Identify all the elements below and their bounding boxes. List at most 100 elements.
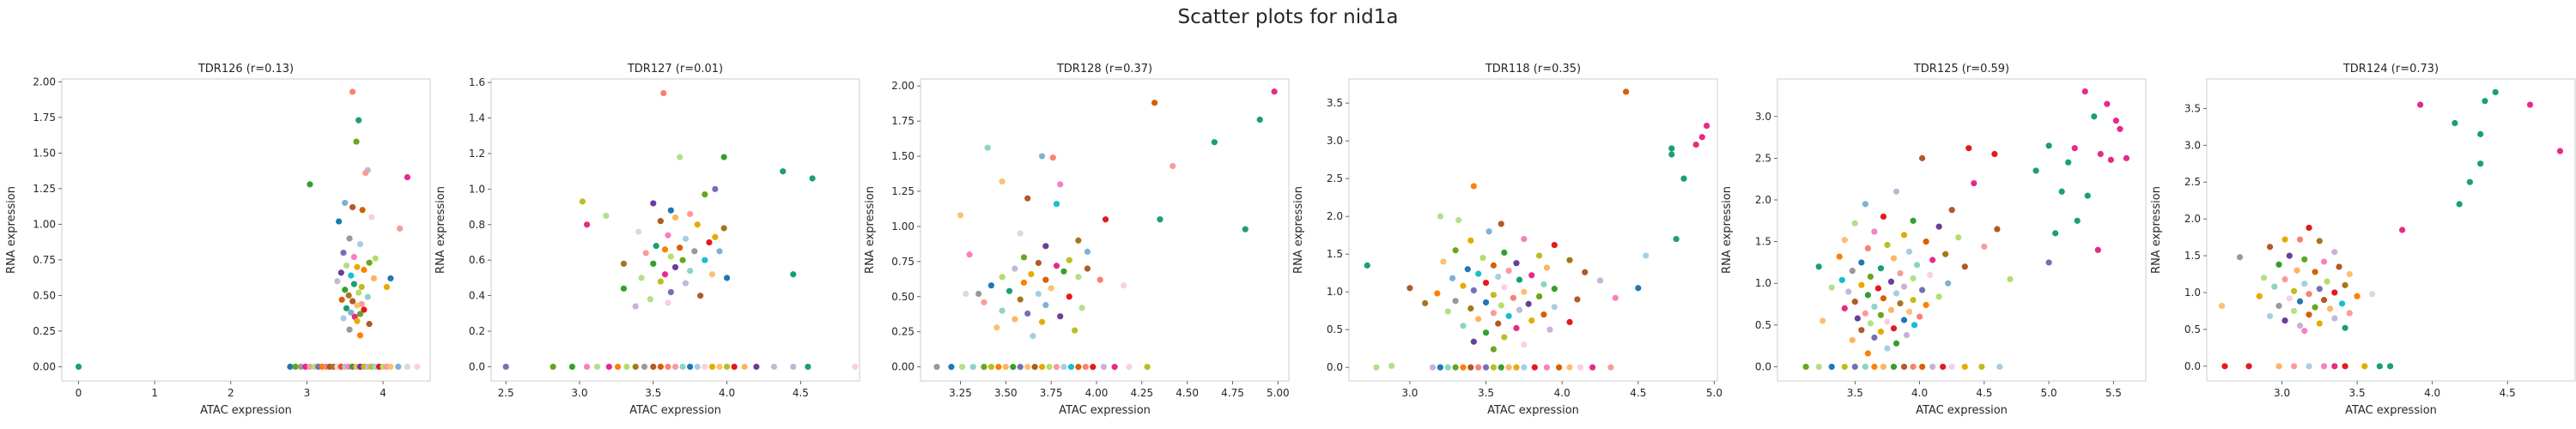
scatter-point	[694, 221, 701, 228]
scatter-point	[1884, 241, 1891, 249]
plot-area	[2206, 78, 2576, 382]
scatter-point	[987, 282, 995, 289]
scatter-point	[302, 363, 309, 370]
scatter-point	[287, 363, 294, 370]
scatter-point	[342, 287, 349, 293]
scatter-point	[1521, 235, 1528, 243]
scatter-point	[404, 363, 411, 370]
x-tick-label: 4.00	[1085, 387, 1109, 399]
scatter-point	[603, 212, 610, 220]
scatter-point	[1126, 364, 1133, 371]
figure-title: Scatter plots for nid1a	[1178, 6, 1399, 28]
x-tick-label: 2	[228, 387, 234, 399]
scatter-point	[2007, 275, 2014, 282]
scatter-point	[1994, 226, 2001, 233]
scatter-point	[1429, 364, 1437, 371]
scatter-point	[966, 251, 973, 258]
scatter-point	[1513, 324, 1520, 331]
scatter-point	[334, 278, 341, 285]
scatter-point	[852, 363, 859, 371]
x-axis-label: ATAC expression	[629, 404, 721, 417]
scatter-point	[2376, 363, 2383, 370]
scatter-points	[1364, 88, 1710, 371]
scatter-point	[2094, 246, 2101, 253]
scatter-point	[993, 324, 1000, 331]
x-tick-label: 5.0	[1706, 387, 1722, 399]
y-tick-label: 1.25	[891, 185, 914, 197]
y-tick-label: 0.0	[469, 360, 485, 372]
scatter-point	[2081, 88, 2088, 95]
scatter-point	[2097, 150, 2104, 158]
scatter-point	[340, 315, 347, 322]
scatter-point	[1505, 312, 1512, 319]
scatter-point	[708, 363, 716, 371]
scatter-point	[650, 260, 657, 267]
scatter-point	[694, 363, 701, 371]
scatter-point	[1897, 299, 1904, 307]
scatter-point	[1978, 363, 1985, 371]
x-tick-label: 5.00	[1267, 387, 1290, 399]
scatter-point	[1543, 264, 1551, 271]
scatter-point	[353, 138, 360, 145]
scatter-point	[723, 363, 731, 371]
scatter-point	[1900, 232, 1908, 239]
scatter-point	[697, 293, 704, 299]
scatter-point	[1490, 310, 1498, 317]
scatter-point	[1884, 318, 1891, 325]
scatter-point	[720, 225, 727, 232]
plot-area	[920, 78, 1290, 382]
scatter-point	[1422, 299, 1429, 306]
scatter-point	[731, 363, 738, 371]
scatter-point	[2112, 118, 2119, 124]
scatter-points	[1802, 88, 2130, 371]
scatter-point	[1890, 255, 1898, 262]
scatter-point	[1566, 318, 1573, 325]
scatter-point	[1495, 273, 1502, 281]
scatter-point	[1097, 276, 1103, 283]
y-tick-label: 2.0	[1755, 194, 1771, 206]
scatter-point	[1905, 248, 1913, 255]
scatter-point	[2296, 236, 2304, 243]
x-axis-label: ATAC expression	[1487, 404, 1579, 417]
y-tick-label: 0.2	[469, 325, 485, 337]
scatter-point	[1893, 290, 1900, 297]
y-tick-label: 2.00	[33, 76, 56, 88]
scatter-point	[502, 363, 509, 371]
scatter-point	[1540, 281, 1547, 287]
scatter-point	[1516, 306, 1523, 313]
scatter-point	[356, 332, 364, 339]
scatter-point	[1470, 338, 1477, 345]
scatter-point	[345, 292, 352, 299]
scatter-point	[2296, 323, 2304, 329]
x-tick-label: 3.5	[645, 387, 661, 399]
scatter-point	[2399, 227, 2406, 233]
scatter-panel-2: TDR127 (r=0.01) ATAC expression RNA expres…	[434, 63, 860, 417]
scatter-point	[1470, 287, 1477, 293]
scatter-point	[708, 271, 716, 278]
scatter-point	[723, 275, 731, 281]
scatter-point	[1900, 363, 1908, 371]
scatter-point	[1002, 364, 1009, 371]
scatter-point	[2281, 317, 2288, 324]
scatter-point	[1961, 263, 1968, 270]
scatter-point	[1668, 145, 1675, 152]
scatter-point	[1498, 364, 1504, 371]
scatter-point	[356, 311, 364, 317]
scatter-point	[1440, 258, 1447, 265]
scatter-point	[770, 363, 778, 371]
scatter-point	[620, 285, 628, 292]
scatter-point	[366, 320, 373, 328]
scatter-point	[2301, 281, 2308, 287]
scatter-point	[957, 212, 964, 219]
y-tick-label: 2.0	[1327, 210, 1343, 222]
scatter-point	[337, 269, 344, 276]
scatter-point	[568, 363, 575, 371]
y-tick-label: 1.5	[1327, 248, 1343, 260]
scatter-point	[340, 249, 347, 257]
scatter-point	[1035, 290, 1042, 298]
scatter-point	[981, 299, 987, 305]
scatter-point	[1075, 237, 1082, 244]
y-tick-label: 2.0	[2184, 213, 2201, 225]
scatter-point	[1887, 278, 1895, 285]
scatter-point	[671, 214, 679, 221]
